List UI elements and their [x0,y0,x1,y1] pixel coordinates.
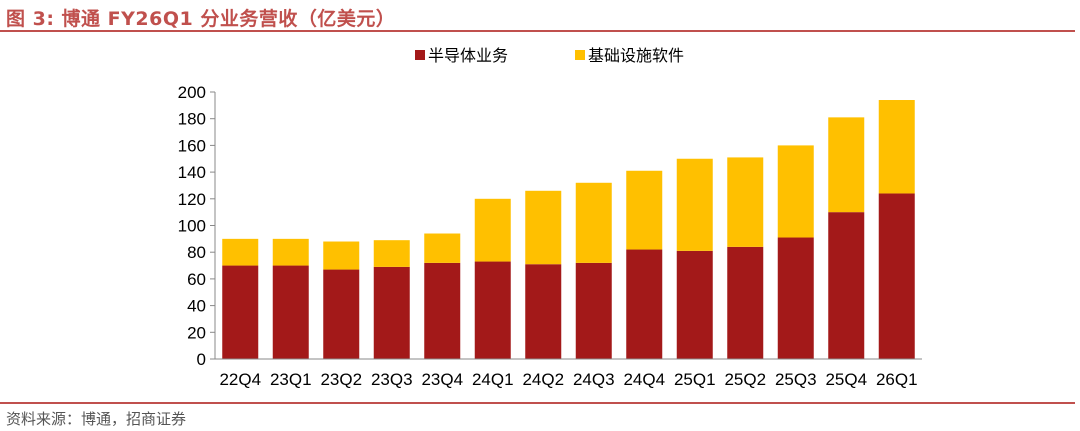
bar-infrastructure-software [474,198,511,262]
bar-infrastructure-software [323,241,360,270]
x-tick-label: 25Q2 [724,370,766,389]
bar-infrastructure-software [828,117,865,213]
bar-infrastructure-software [373,240,410,267]
legend-swatch-semiconductor [415,50,425,60]
legend-item-infrastructure-software: 基础设施软件 [575,47,684,65]
bar-semiconductor [424,262,461,359]
y-tick-label: 120 [178,190,206,209]
bar-semiconductor [727,246,764,359]
bar-infrastructure-software [575,182,612,263]
x-tick-label: 25Q1 [674,370,716,389]
bar-infrastructure-software [424,233,461,263]
figure-title: 图 3: 博通 FY26Q1 分业务营收（亿美元） [6,8,396,30]
source-note: 资料来源：博通，招商证券 [6,410,187,428]
bar-infrastructure-software [626,170,663,250]
y-tick-label: 200 [178,83,206,102]
x-tick-label: 22Q4 [219,370,261,389]
bar-infrastructure-software [777,145,814,238]
y-tick-label: 80 [187,243,206,262]
bar-semiconductor [272,265,309,359]
bar-infrastructure-software [222,238,259,266]
legend-label-infrastructure-software: 基础设施软件 [588,47,684,65]
bar-semiconductor [828,212,865,359]
bar-semiconductor [626,249,663,359]
y-tick-label: 60 [187,270,206,289]
x-tick-label: 24Q2 [522,370,564,389]
source-divider [0,402,1075,404]
x-tick-label: 25Q4 [825,370,867,389]
legend-swatch-infrastructure-software [575,50,585,60]
bar-semiconductor [474,261,511,359]
bar-semiconductor [575,262,612,359]
legend: 半导体业务 基础设施软件 [415,47,684,65]
bar-infrastructure-software [727,157,764,247]
bar-infrastructure-software [878,100,915,194]
y-tick-label: 20 [187,323,206,342]
bar-semiconductor [878,193,915,359]
bars [222,100,915,359]
x-tick-label: 23Q2 [320,370,362,389]
x-tick-label: 24Q4 [623,370,665,389]
bar-infrastructure-software [676,158,713,251]
y-tick-label: 180 [178,110,206,129]
y-axis: 0 20 40 60 80 100 120 140 160 180 200 [178,83,216,369]
y-tick-label: 160 [178,136,206,155]
y-tick-label: 140 [178,163,206,182]
x-tick-label: 23Q3 [371,370,413,389]
x-axis: 22Q4 23Q1 23Q2 23Q3 23Q4 24Q1 24Q2 24Q3 24Q4 25Q1… [215,358,922,389]
bar-semiconductor [323,269,360,359]
y-tick-label: 40 [187,297,206,316]
bar-semiconductor [676,250,713,359]
title-divider [0,30,1075,32]
bar-infrastructure-software [525,190,562,265]
bar-semiconductor [777,237,814,359]
bar-infrastructure-software [272,238,309,266]
bar-semiconductor [525,264,562,359]
bar-semiconductor [222,265,259,359]
x-tick-label: 23Q1 [270,370,312,389]
x-tick-label: 24Q3 [573,370,615,389]
y-tick-label: 100 [178,217,206,236]
bar-semiconductor [373,266,410,359]
y-tick-label: 0 [197,350,206,369]
x-tick-label: 25Q3 [775,370,817,389]
legend-item-semiconductor: 半导体业务 [415,47,508,65]
legend-label-semiconductor: 半导体业务 [428,47,508,65]
x-tick-label: 24Q1 [472,370,514,389]
stacked-bar-chart: 半导体业务 基础设施软件 020406080100120140160180200 … [178,47,922,389]
x-tick-label: 23Q4 [421,370,463,389]
x-tick-label: 26Q1 [876,370,918,389]
